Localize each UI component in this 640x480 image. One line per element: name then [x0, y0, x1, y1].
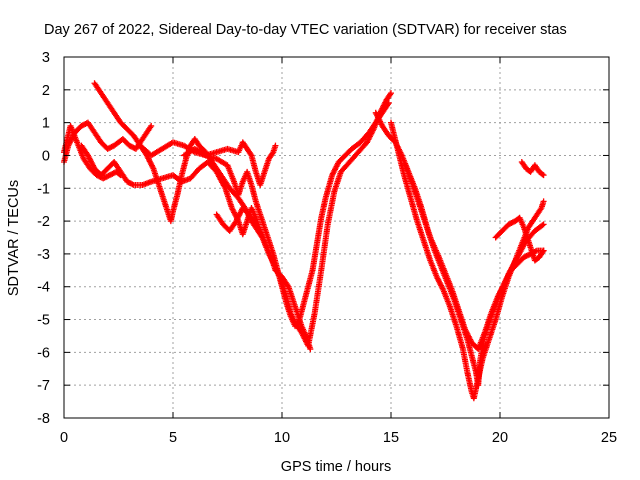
- series-trace-1: [61, 122, 124, 182]
- y-tick-label: 1: [42, 116, 50, 132]
- series-trace-7: [213, 90, 394, 349]
- data-point: [129, 181, 136, 188]
- data-point: [540, 198, 547, 205]
- data-point: [540, 247, 547, 254]
- plot-frame: [63, 56, 610, 419]
- data-point: [272, 142, 279, 149]
- x-tick-label: 10: [274, 430, 290, 446]
- series-trace-11: [492, 214, 547, 264]
- y-tick-label: -7: [37, 378, 50, 394]
- y-axis-label: SDTVAR / TECUs: [6, 180, 22, 296]
- x-axis-label: GPS time / hours: [281, 459, 391, 475]
- x-tick-label: 20: [492, 430, 508, 446]
- data-point: [532, 248, 539, 255]
- chart-title: Day 267 of 2022, Sidereal Day-to-day VTE…: [44, 22, 567, 38]
- data-point: [148, 122, 155, 129]
- data-point: [539, 248, 546, 255]
- data-point: [539, 171, 546, 178]
- x-tick-label: 0: [60, 430, 68, 446]
- data-point: [539, 222, 546, 229]
- data-series: [61, 80, 547, 402]
- y-tick-label: -2: [37, 214, 50, 230]
- series-trace-2: [61, 119, 155, 166]
- x-tick-label: 25: [601, 430, 617, 446]
- series-trace-12: [518, 159, 547, 179]
- data-point: [388, 90, 394, 97]
- data-point: [307, 346, 314, 353]
- y-tick-label: -4: [37, 280, 50, 296]
- y-tick-label: 2: [42, 83, 50, 99]
- y-tick-label: -6: [37, 345, 50, 361]
- y-tick-label: -8: [37, 411, 50, 427]
- y-tick-label: 3: [42, 50, 50, 66]
- data-point: [540, 172, 547, 179]
- series-trace-9: [388, 119, 547, 402]
- y-tick-label: -1: [37, 181, 50, 197]
- x-tick-label: 5: [169, 430, 177, 446]
- data-point: [540, 221, 547, 228]
- y-tick-label: -5: [37, 313, 50, 329]
- series-trace-6: [180, 139, 279, 188]
- data-point: [247, 151, 254, 158]
- y-tick-label: -3: [37, 247, 50, 263]
- y-tick-label: 0: [42, 148, 50, 164]
- x-tick-label: 15: [383, 430, 399, 446]
- data-point: [387, 91, 394, 98]
